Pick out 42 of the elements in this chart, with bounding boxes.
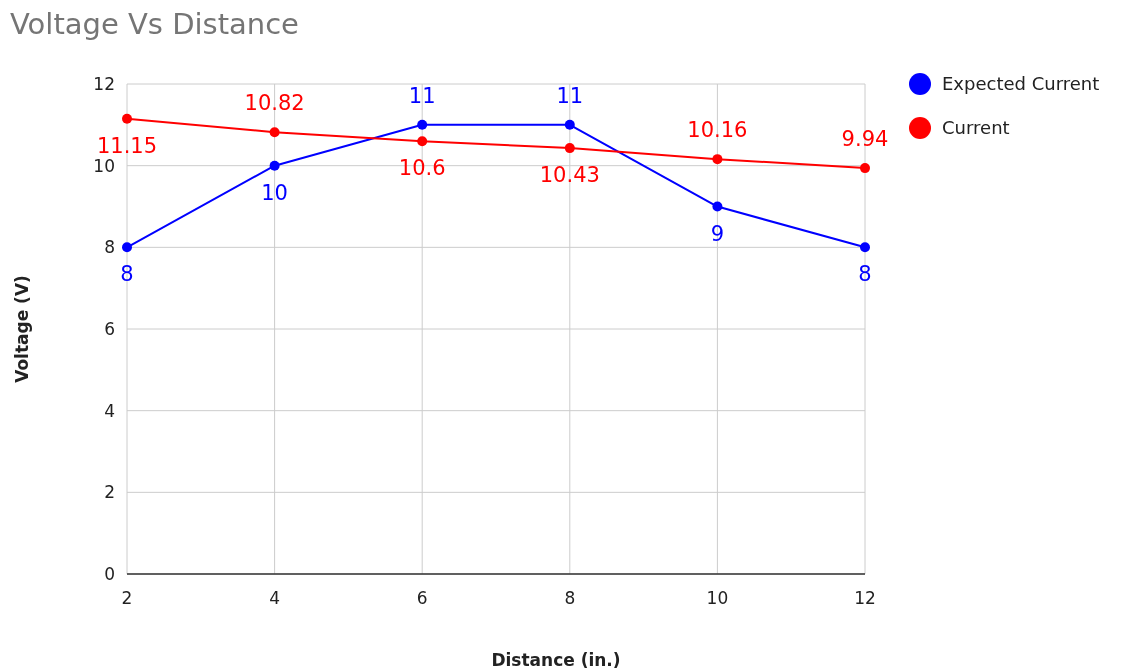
y-tick-label: 0 bbox=[104, 563, 115, 584]
data-label: 11 bbox=[408, 83, 436, 108]
x-tick-label: 12 bbox=[854, 588, 876, 608]
legend-label: Expected Current bbox=[942, 73, 1100, 95]
data-label: 10.82 bbox=[244, 91, 305, 116]
point bbox=[269, 160, 280, 171]
y-tick-label: 6 bbox=[104, 318, 115, 339]
x-tick-label: 8 bbox=[564, 588, 576, 608]
data-label: 8 bbox=[858, 262, 872, 287]
x-tick-label: 2 bbox=[121, 588, 133, 608]
point bbox=[860, 242, 870, 253]
y-tick-label: 2 bbox=[104, 482, 115, 503]
data-label: 11 bbox=[556, 83, 584, 108]
point bbox=[860, 163, 870, 174]
y-axis-title: Voltage (V) bbox=[12, 275, 32, 383]
data-label: 9.94 bbox=[841, 127, 889, 152]
point bbox=[269, 127, 280, 138]
x-tick-label: 4 bbox=[269, 588, 281, 608]
data-label: 10.16 bbox=[687, 118, 748, 143]
point bbox=[712, 201, 723, 212]
point bbox=[564, 143, 575, 154]
legend-label: Current bbox=[942, 117, 1010, 139]
x-tick-label: 6 bbox=[416, 588, 428, 608]
data-label: 11.15 bbox=[96, 133, 158, 158]
data-label: 9 bbox=[710, 221, 725, 246]
y-tick-label: 4 bbox=[104, 400, 115, 421]
x-tick-label: 10 bbox=[706, 588, 729, 608]
point bbox=[122, 113, 132, 124]
point bbox=[564, 119, 575, 130]
y-tick-label: 12 bbox=[93, 73, 115, 94]
point bbox=[122, 242, 132, 253]
data-label: 10 bbox=[261, 180, 288, 205]
y-tick-label: 8 bbox=[104, 237, 115, 258]
data-label: 10.6 bbox=[398, 156, 446, 181]
point bbox=[417, 119, 428, 130]
y-tick-label: 10 bbox=[93, 155, 115, 176]
point bbox=[417, 136, 428, 147]
point bbox=[712, 154, 723, 165]
x-axis-title: Distance (in.) bbox=[491, 650, 621, 670]
data-label: 8 bbox=[120, 262, 134, 287]
data-label: 10.43 bbox=[539, 163, 600, 188]
chart-title: Voltage Vs Distance bbox=[10, 7, 299, 41]
